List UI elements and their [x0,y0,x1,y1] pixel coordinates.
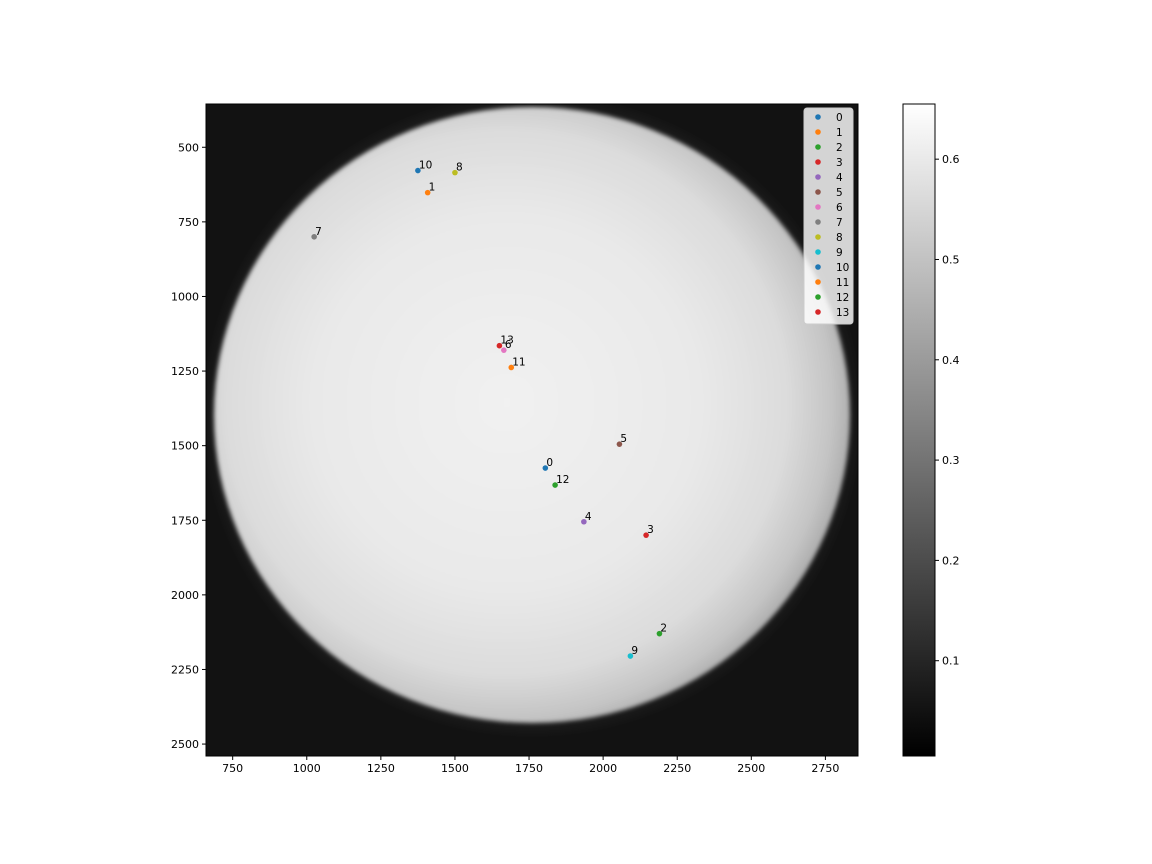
point-label-1: 1 [429,182,436,194]
legend-label-0: 0 [836,112,843,124]
colorbar-tick-label: 0.4 [942,354,960,367]
data-point-10 [415,167,421,174]
x-tick-label: 750 [222,762,243,775]
x-axis-ticks: 750 1000 1250 1500 1750 2000 2250 2500 2750 [222,756,839,775]
y-tick-label: 1000 [171,290,199,303]
point-label-12: 12 [556,474,569,486]
point-label-9: 9 [631,645,638,657]
legend-marker-12 [815,294,821,300]
legend-label-6: 6 [836,202,843,214]
y-tick-label: 1250 [171,365,199,378]
y-tick-label: 500 [178,141,199,154]
point-label-10: 10 [419,160,432,172]
data-point-13 [496,342,503,349]
legend-marker-11 [815,279,821,285]
colorbar-tick-label: 0.3 [942,454,960,467]
legend-marker-8 [815,234,821,240]
legend-marker-6 [815,204,821,210]
legend-marker-3 [815,159,821,165]
data-point-0 [542,465,549,471]
legend-marker-5 [815,189,821,195]
y-tick-label: 750 [178,216,199,229]
legend-label-11: 11 [836,277,849,289]
x-tick-label: 1500 [441,762,469,775]
data-point-7 [311,233,317,240]
legend-label-9: 9 [836,247,843,259]
x-tick-label: 2000 [589,762,617,775]
colorbar-tick-label: 0.5 [942,253,960,266]
legend-label-7: 7 [836,217,843,229]
point-label-3: 3 [647,524,654,536]
legend-label-12: 12 [836,292,849,304]
legend-label-1: 1 [836,127,843,139]
legend-label-13: 13 [836,307,849,319]
point-label-6: 6 [505,339,512,351]
legend-label-8: 8 [836,232,843,244]
sun-disk [214,107,850,723]
data-point-8 [452,169,458,176]
x-tick-label: 1000 [293,762,321,775]
colorbar-ticks: 0.1 0.2 0.3 0.4 0.5 0.6 [935,153,960,668]
point-label-13: 13 [500,335,513,347]
point-label-8: 8 [456,162,463,174]
scatter-points [311,167,663,659]
data-point-4 [581,518,587,525]
legend-marker-9 [815,249,821,255]
x-tick-label: 2250 [663,762,691,775]
y-tick-label: 1500 [171,440,199,453]
x-tick-label: 2750 [811,762,839,775]
legend-marker-4 [815,174,821,180]
point-label-2: 2 [660,623,667,635]
data-point-1 [424,189,431,196]
axes-frame [205,103,859,757]
data-point-2 [656,630,663,637]
legend-marker-2 [815,144,821,150]
point-label-4: 4 [585,511,592,523]
legend-marker-13 [815,309,821,315]
data-point-3 [643,532,649,538]
colorbar-gradient [902,103,936,757]
legend-marker-7 [815,219,821,225]
x-tick-label: 1750 [515,762,543,775]
legend-label-2: 2 [836,142,843,154]
legend-marker-0 [815,114,821,120]
y-axis-ticks: 500 750 1000 1250 1500 1750 2000 2250 2500 [171,141,206,751]
point-label-5: 5 [620,433,627,445]
colorbar: 0.1 0.2 0.3 0.4 0.5 0.6 [902,103,960,757]
legend-label-4: 4 [836,172,843,184]
x-tick-label: 2500 [737,762,765,775]
data-point-11 [508,364,515,371]
y-tick-label: 2500 [171,738,199,751]
data-point-5 [616,441,623,447]
legend-label-3: 3 [836,157,843,169]
point-label-11: 11 [512,356,525,368]
y-tick-label: 1750 [171,514,199,527]
legend-label-5: 5 [836,187,843,199]
data-point-6 [501,347,507,353]
x-tick-label: 1250 [367,762,395,775]
colorbar-tick-label: 0.1 [942,655,960,668]
point-label-0: 0 [546,457,553,469]
y-tick-label: 2000 [171,589,199,602]
legend-label-10: 10 [836,262,849,274]
legend-marker-10 [815,264,821,270]
legend-marker-1 [815,129,821,135]
data-point-12 [552,482,558,488]
data-point-9 [627,653,634,659]
point-label-7: 7 [315,226,322,238]
colorbar-tick-label: 0.6 [942,153,960,166]
y-tick-label: 2250 [171,663,199,676]
colorbar-tick-label: 0.2 [942,554,960,567]
